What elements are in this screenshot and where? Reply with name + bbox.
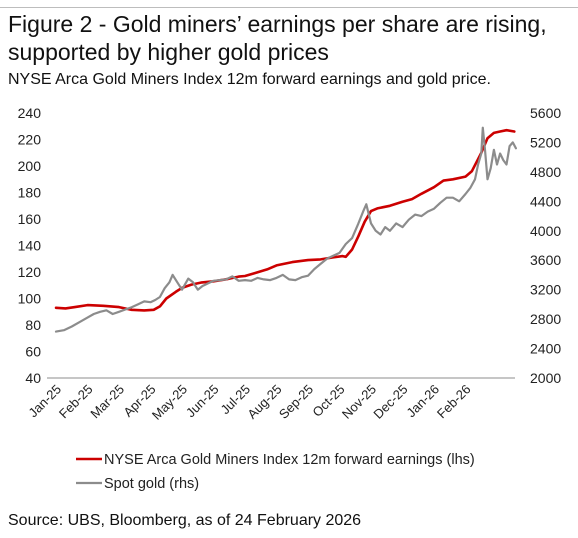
series-line-spot-gold [54,126,517,333]
x-tick-label: Feb-25 [56,382,96,422]
chart-title: Figure 2 - Gold miners’ earnings per sha… [8,11,547,65]
y-left-tick-label: 220 [18,132,42,148]
x-tick-label: May-25 [149,382,190,423]
x-tick-label: Jun-25 [183,382,222,421]
x-tick-label: Aug-25 [244,382,284,422]
x-tick-label: Feb-26 [434,382,474,422]
y-left-tick-label: 80 [25,317,41,333]
y-left-tick-label: 160 [18,211,42,227]
x-tick-label: Dec-25 [370,382,410,422]
y-left-tick-label: 180 [18,185,42,201]
series-line-gdx-forward-earnings [54,128,516,312]
y-right-tick-label: 4800 [530,164,561,180]
top-rule [0,7,578,8]
y-right-tick-label: 2000 [530,370,561,386]
source-note: Source: UBS, Bloomberg, as of 24 Februar… [8,512,362,529]
y-right-tick-label: 2800 [530,311,561,327]
y-left-tick-label: 140 [18,238,42,254]
y-left-tick-label: 60 [25,344,41,360]
y-right-tick-label: 4400 [530,193,561,209]
y-left-tick-label: 40 [25,370,41,386]
y-left-tick-label: 240 [18,105,42,121]
y-right-tick-label: 5600 [530,105,561,121]
y-right-tick-label: 5200 [530,134,561,150]
legend-label: Spot gold (rhs) [104,476,199,492]
x-tick-label: Sep-25 [276,382,316,422]
y-right-tick-label: 4000 [530,223,561,239]
x-tick-label: Nov-25 [339,382,379,422]
y-right-tick-label: 2400 [530,341,561,357]
plot-area: Jan-25Feb-25Mar-25Apr-25May-25Jun-25Jul-… [18,105,562,492]
y-left-tick-label: 120 [18,264,42,280]
y-right-tick-label: 3200 [530,282,561,298]
y-right-tick-label: 3600 [530,252,561,268]
y-left-tick-label: 100 [18,291,42,307]
chart-subtitle: NYSE Arca Gold Miners Index 12m forward … [8,71,491,88]
x-tick-label: Mar-25 [87,382,127,422]
y-left-tick-label: 200 [18,158,42,174]
legend-label: NYSE Arca Gold Miners Index 12m forward … [104,452,475,468]
